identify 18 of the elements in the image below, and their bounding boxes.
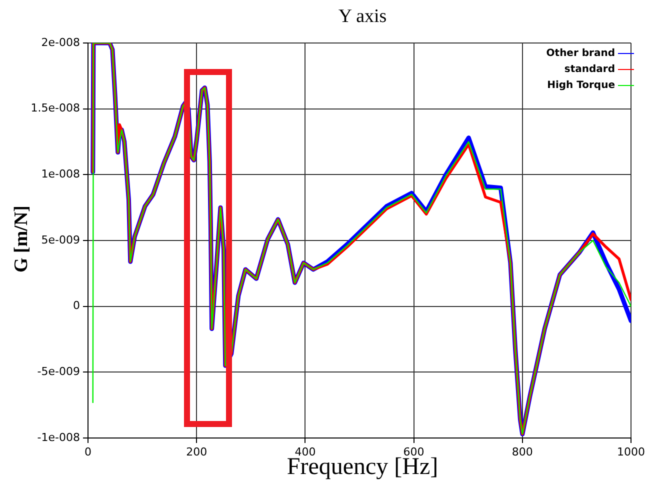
y-axis-title: G [m/N] bbox=[11, 204, 33, 275]
x-tick-label: 200 bbox=[186, 445, 208, 458]
x-tick-label: 1000 bbox=[617, 445, 646, 458]
y-tick-label: -1e-008 bbox=[37, 430, 80, 444]
legend-label: Other brand bbox=[546, 48, 615, 59]
chart-title: Y axis bbox=[337, 6, 388, 28]
x-tick-label: 800 bbox=[512, 445, 533, 458]
y-tick-label: 5e-009 bbox=[41, 233, 80, 246]
y-tick-label: 1e-008 bbox=[41, 168, 80, 181]
x-tick-label: 400 bbox=[294, 445, 316, 458]
y-tick-label: 2e-008 bbox=[41, 36, 80, 49]
x-tick-label: 0 bbox=[84, 445, 92, 458]
legend-label: High Torque bbox=[547, 80, 615, 91]
x-tick-label: 600 bbox=[403, 445, 424, 458]
legend-label: standard bbox=[564, 64, 615, 75]
y-tick-label: 0 bbox=[73, 299, 80, 312]
y-tick-label: -5e-009 bbox=[37, 365, 80, 378]
y-tick-label: 1.5e-008 bbox=[30, 102, 80, 115]
